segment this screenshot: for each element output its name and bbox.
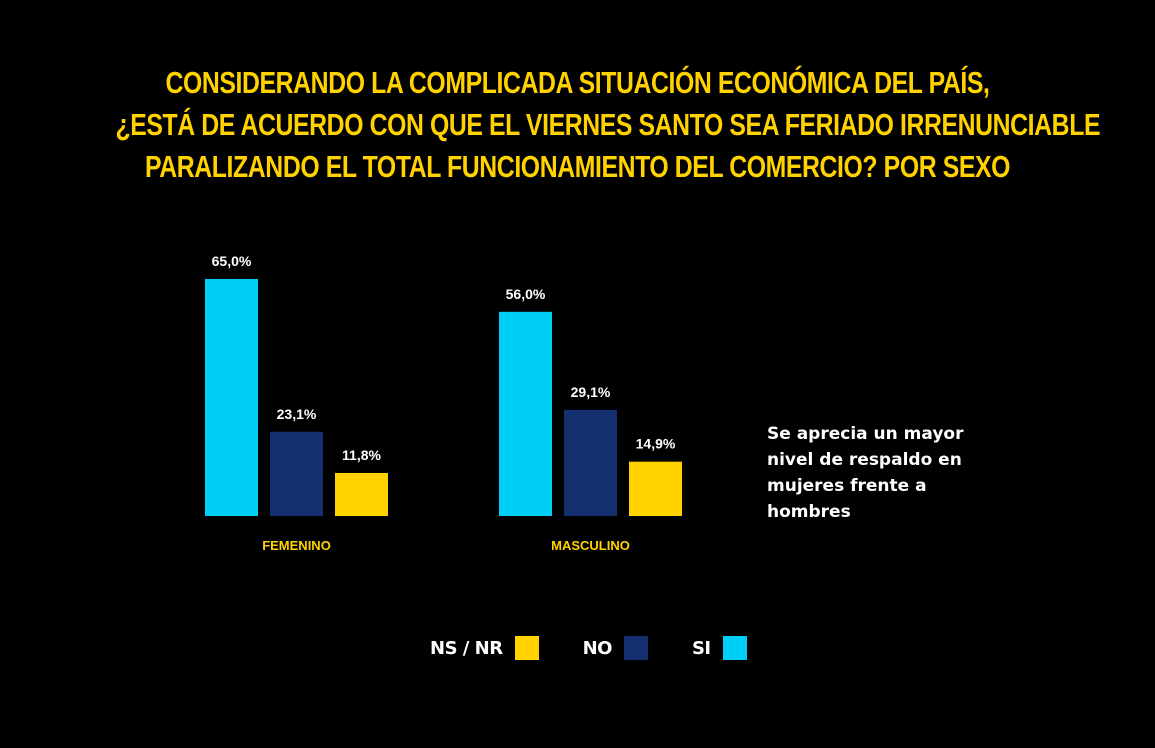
bar-femenino-nsnr [335,472,388,516]
bar-femenino-no [270,431,323,516]
title-line-3: PARALIZANDO EL TOTAL FUNCIONAMIENTO DEL … [144,149,1011,184]
title-line-2: ¿ESTÁ DE ACUERDO CON QUE EL VIERNES SANT… [115,107,1101,142]
value-label-femenino-nsnr: 11,8% [342,447,381,463]
bar-masculino-nsnr [629,461,682,516]
category-label-masculino: MASCULINO [551,538,630,553]
value-label-femenino-no: 23,1% [277,406,317,422]
chart-legend: NS / NR NO SI [430,634,791,662]
legend-item-si: SI [692,636,747,660]
legend-item-nsnr: NS / NR [430,636,539,660]
insight-note: Se aprecia un mayor nivel de respaldo en… [767,424,964,522]
legend-label-no: NO [582,637,613,659]
category-label-femenino: FEMENINO [262,538,331,553]
legend-label-nsnr: NS / NR [430,637,503,659]
bar-masculino-si [499,311,552,516]
bar-femenino-si [205,279,258,516]
legend-item-no: NO [583,636,648,660]
legend-swatch-si [722,636,747,660]
value-label-masculino-no: 29,1% [571,384,611,400]
chart-title: CONSIDERANDO LA COMPLICADA SITUACIÓN ECO… [115,62,1101,188]
value-label-masculino-nsnr: 14,9% [636,436,676,452]
value-label-femenino-si: 65,0% [212,253,252,269]
title-line-1: CONSIDERANDO LA COMPLICADA SITUACIÓN ECO… [165,65,990,100]
bar-masculino-no [564,409,617,516]
legend-label-si: SI [691,637,711,659]
legend-swatch-nsnr [514,636,539,660]
value-label-masculino-si: 56,0% [506,286,546,302]
legend-swatch-no [623,636,648,660]
